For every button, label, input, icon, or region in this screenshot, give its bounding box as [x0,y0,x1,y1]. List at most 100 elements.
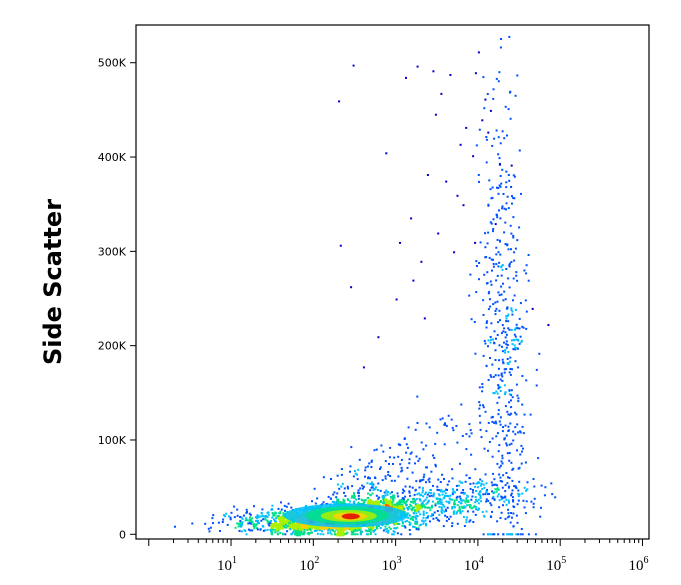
data-point [383,496,386,499]
data-point [289,528,292,531]
data-point [514,328,516,331]
data-point [387,491,390,493]
data-point [474,468,477,471]
data-point [223,514,225,517]
data-point [411,508,414,511]
data-point [495,435,498,438]
data-point [489,280,492,283]
data-point [311,500,313,503]
data-point [497,493,500,496]
data-point [426,516,429,519]
data-point [350,446,353,449]
data-point [453,501,456,504]
data-point [512,500,515,503]
data-point [507,108,510,111]
data-point [487,204,490,207]
data-point [524,299,527,302]
data-point [376,527,378,530]
data-point [506,410,509,413]
data-point [511,310,514,313]
data-point [514,433,517,436]
data-point [503,290,506,293]
data-point [501,207,504,210]
data-point [428,426,431,429]
data-point [507,174,510,176]
data-point [392,495,395,498]
data-point [497,384,500,387]
data-point [481,386,484,389]
data-point [422,495,425,498]
data-point [490,533,493,536]
data-point [527,533,530,536]
data-point [258,522,260,525]
data-point [358,458,361,461]
data-point [496,216,499,219]
data-point [503,368,506,371]
data-point [440,501,443,504]
data-point [401,520,404,523]
data-point [498,420,501,423]
data-point [371,526,375,529]
data-point [225,512,228,515]
data-point [525,272,528,275]
data-point [484,493,487,496]
data-point [516,521,519,524]
data-point [501,486,504,489]
data-point [510,494,513,497]
data-point [445,500,448,503]
data-point [487,292,490,295]
data-point [246,519,248,522]
data-point [341,530,345,533]
data-point [393,456,396,459]
data-point [333,491,336,494]
data-point [455,511,458,514]
data-point [357,497,360,500]
data-point [416,520,419,523]
data-point [411,506,414,509]
data-point [512,439,515,442]
data-point [482,483,485,486]
data-point [396,526,399,529]
data-point [228,515,230,518]
data-point [447,414,450,417]
data-point [352,64,355,67]
data-point [355,498,358,501]
data-point [364,475,366,478]
data-point [407,446,409,449]
data-point [269,528,272,531]
data-point [431,513,434,516]
data-point [422,516,425,519]
data-point [382,502,384,505]
data-point [490,258,493,261]
data-point [516,394,519,397]
data-point [403,507,406,510]
data-point [397,505,401,509]
data-point [328,528,331,530]
data-point [499,253,502,256]
data-point [497,321,500,324]
data-point [356,529,359,532]
data-point [431,500,434,503]
data-point [490,197,493,200]
data-point [367,501,371,504]
data-point [477,492,480,495]
data-point [421,491,424,494]
data-point [415,528,418,531]
data-point [463,525,466,527]
data-point [211,517,214,520]
data-point [426,174,429,176]
data-point [277,523,281,527]
data-point [389,492,392,495]
data-point [390,479,393,482]
data-point [505,368,507,371]
data-point [465,474,468,477]
data-point [384,477,387,480]
data-point [500,332,503,335]
data-point [456,522,459,525]
data-point [367,530,370,533]
data-point [369,477,371,480]
data-point [409,533,412,536]
data-point [400,533,403,536]
data-point [271,508,273,510]
data-point [520,462,523,465]
